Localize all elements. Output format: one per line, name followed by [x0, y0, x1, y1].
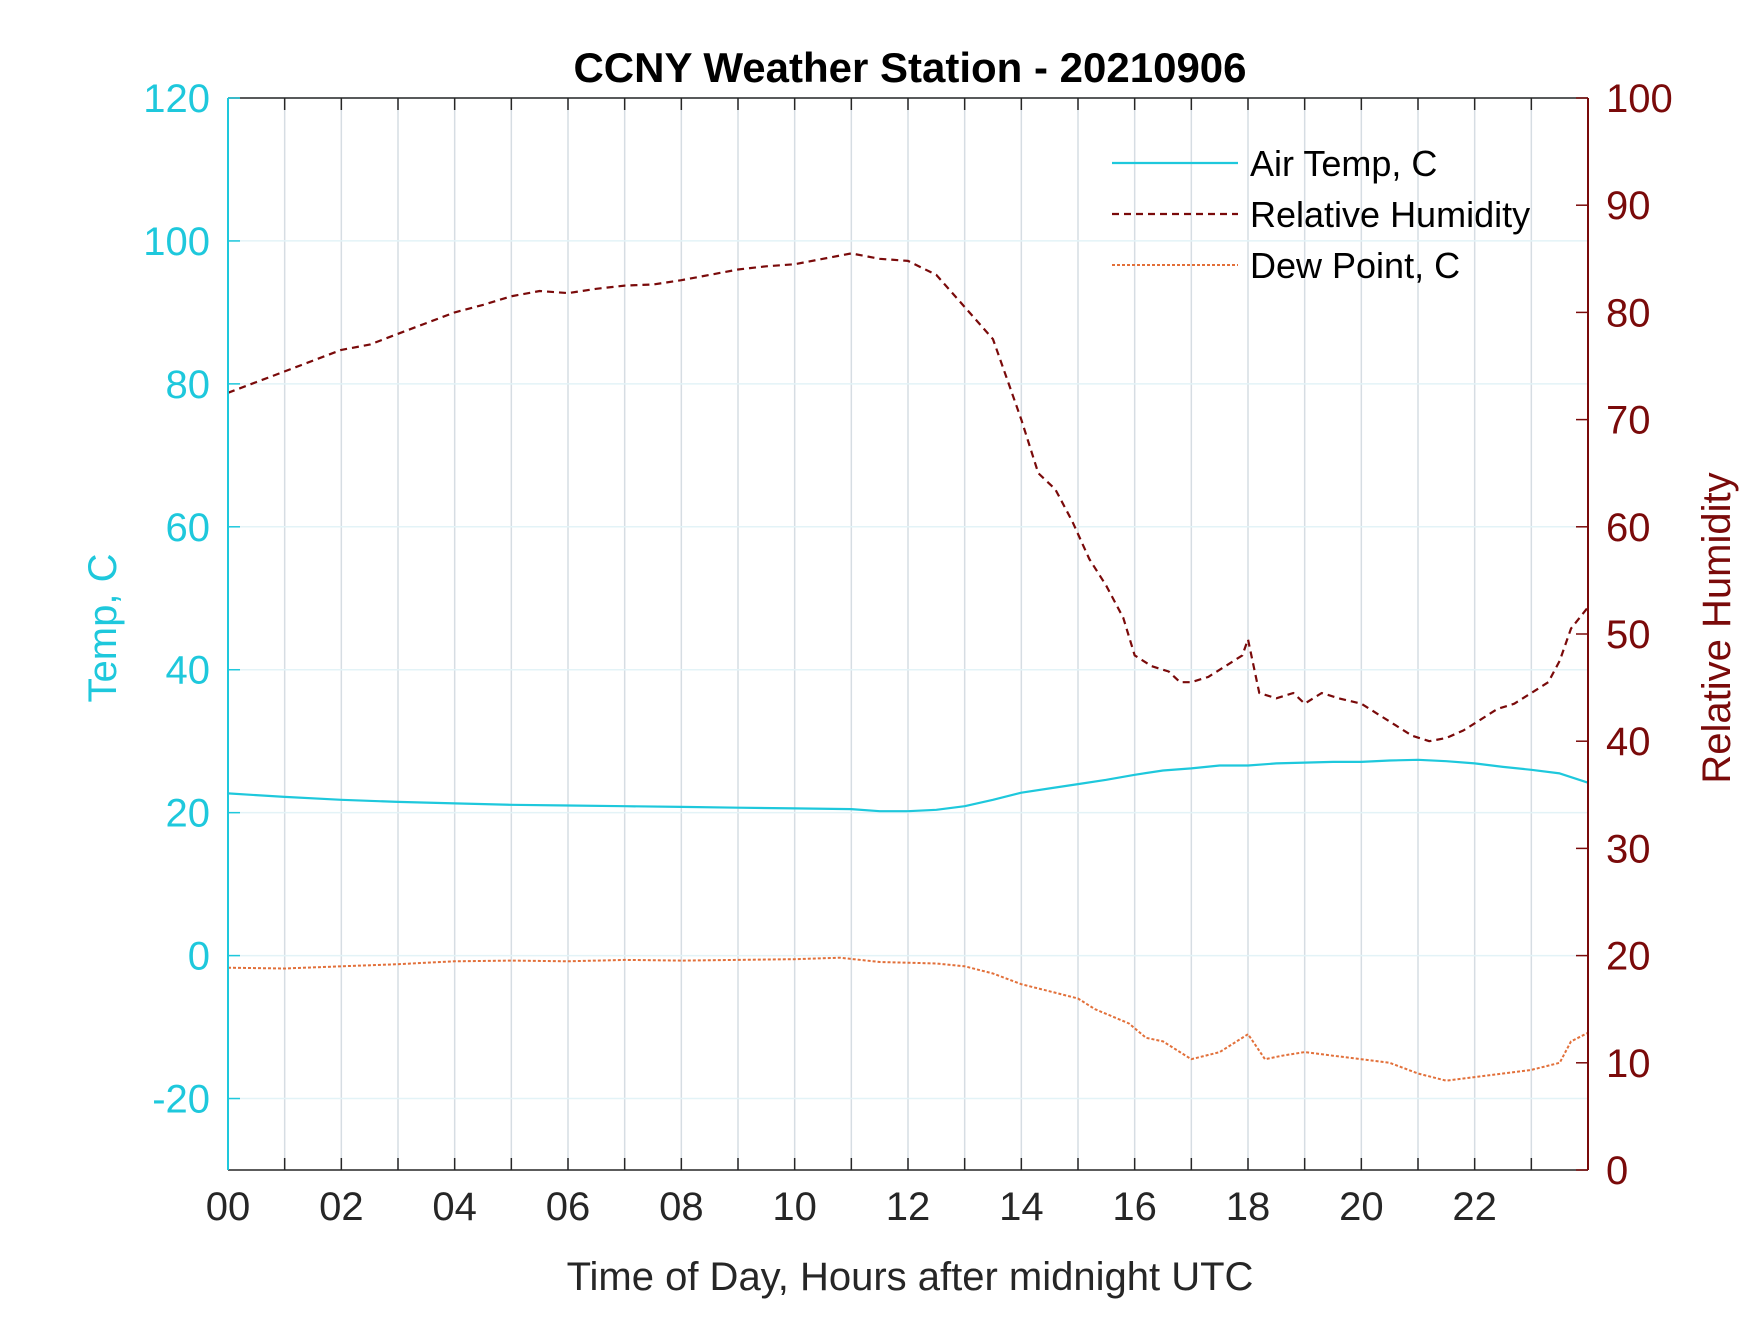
y-right-tick-label: 20 [1606, 935, 1651, 979]
x-tick-label: 00 [206, 1185, 251, 1229]
y-right-tick-label: 10 [1606, 1042, 1651, 1086]
y-right-tick-label: 100 [1606, 77, 1673, 121]
x-axis-label: Time of Day, Hours after midnight UTC [567, 1255, 1254, 1299]
y-right-tick-label: 60 [1606, 506, 1651, 550]
series-dew-point [227, 956, 1589, 1082]
y-left-tick-label: 100 [143, 220, 210, 264]
x-tick-label: 14 [999, 1185, 1044, 1229]
y-left-tick-label: 0 [188, 935, 210, 979]
x-tick-label: 02 [319, 1185, 364, 1229]
y-left-tick-label: 40 [166, 649, 211, 693]
x-tick-label: 04 [432, 1185, 477, 1229]
y-right-tick-label: 0 [1606, 1149, 1628, 1193]
x-tick-label: 06 [546, 1185, 591, 1229]
x-tick-label: 08 [659, 1185, 704, 1229]
y-axis-label-left: Temp, C [81, 554, 125, 703]
x-tick-label: 18 [1226, 1185, 1271, 1229]
y-left-tick-label: 60 [166, 506, 211, 550]
axes-layer: 00 02 04 06 08 10 12 14 16 18 20 22-200204060801001… [143, 77, 1673, 1229]
y-right-tick-label: 40 [1606, 720, 1651, 764]
y-left-tick-label: 120 [143, 77, 210, 121]
y-left-tick-label: 80 [166, 363, 211, 407]
x-tick-label: 10 [772, 1185, 817, 1229]
chart-title: CCNY Weather Station - 20210906 [573, 44, 1246, 91]
x-tick-label: 12 [886, 1185, 931, 1229]
series-relative-humidity [227, 252, 1589, 743]
y-axis-label-right: Relative Humidity [1695, 472, 1739, 783]
y-right-tick-label: 80 [1606, 291, 1651, 335]
legend-label: Relative Humidity [1250, 194, 1530, 235]
y-right-tick-label: 90 [1606, 184, 1651, 228]
y-right-tick-label: 50 [1606, 613, 1651, 657]
series-layer [227, 252, 1589, 1082]
series-air-temp [227, 758, 1589, 813]
legend-label: Dew Point, C [1250, 245, 1460, 286]
y-left-tick-label: 20 [166, 792, 211, 836]
y-left-tick-label: -20 [152, 1078, 210, 1122]
x-tick-label: 22 [1452, 1185, 1497, 1229]
y-right-tick-label: 70 [1606, 399, 1651, 443]
legend-label: Air Temp, C [1250, 143, 1437, 184]
x-tick-label: 20 [1339, 1185, 1384, 1229]
y-right-tick-label: 30 [1606, 827, 1651, 871]
legend: Air Temp, C Relative Humidity Dew Point, C [1112, 143, 1530, 286]
x-tick-label: 16 [1112, 1185, 1157, 1229]
